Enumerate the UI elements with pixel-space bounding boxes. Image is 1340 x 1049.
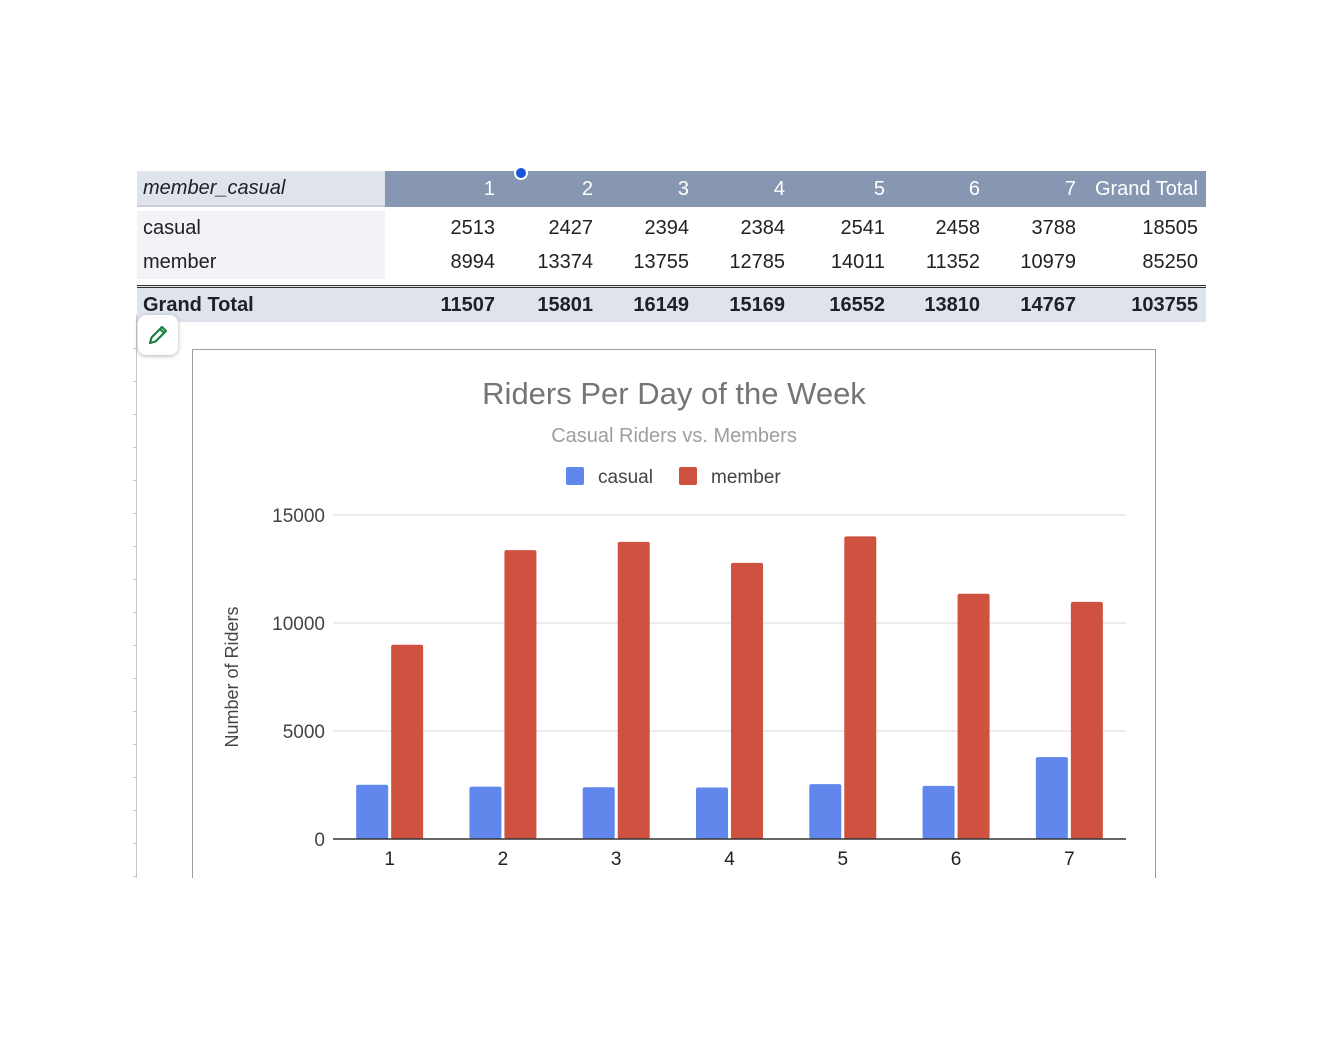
- bar-member-6: [957, 593, 990, 839]
- bar-member-2: [504, 550, 537, 839]
- pivot-row-member: member 8994 13374 13755 12785 14011 11352 10979…: [137, 245, 1206, 279]
- pivot-grand-total-row-cell[interactable]: 14767: [1020, 293, 1076, 316]
- selection-handle[interactable]: [514, 166, 528, 180]
- legend-swatch-member: [679, 467, 697, 485]
- bar-member-1: [391, 644, 424, 839]
- legend-swatch-casual: [566, 467, 584, 485]
- pivot-header-label[interactable]: member_casual: [137, 171, 385, 207]
- legend-label-member: member: [711, 467, 781, 488]
- bar-member-3: [617, 541, 650, 839]
- gutter-tick: [133, 414, 137, 415]
- pivot-row-member-cell[interactable]: 10979: [1020, 250, 1076, 273]
- pivot-row-member-cell[interactable]: 8994: [450, 250, 496, 273]
- pivot-header-cell[interactable]: 4: [773, 177, 785, 200]
- blank-area: [0, 878, 1340, 1049]
- row-gutter: [136, 315, 137, 878]
- chart-subtitle: Casual Riders vs. Members: [551, 425, 797, 447]
- pivot-header-cell[interactable]: 1: [483, 177, 495, 200]
- x-tick-label: 6: [951, 849, 962, 870]
- pivot-row-casual-cell[interactable]: 3788: [1031, 216, 1077, 239]
- chart-container[interactable]: Riders Per Day of the Week Casual Riders …: [192, 349, 1156, 889]
- pivot-header-cell[interactable]: 2: [581, 177, 593, 200]
- gutter-tick: [133, 513, 137, 514]
- gutter-tick: [133, 777, 137, 778]
- x-tick-label: 2: [498, 849, 509, 870]
- pivot-row-casual-cell[interactable]: 2427: [548, 216, 594, 239]
- gutter-tick: [133, 447, 137, 448]
- gutter-tick: [133, 579, 137, 580]
- pivot-header: member_casual 1 2 3 4 5 6 7 Grand Total: [137, 166, 1206, 207]
- pivot-table: member_casual 1 2 3 4 5 6 7 Grand Total casual 251…: [137, 166, 1206, 322]
- bar-casual-5: [809, 784, 842, 839]
- edit-chart-button[interactable]: [138, 315, 178, 355]
- gutter-tick: [133, 711, 137, 712]
- bar-casual-4: [696, 787, 728, 839]
- x-tick-label: 5: [837, 849, 848, 870]
- pivot-row-member-label[interactable]: member: [137, 245, 385, 279]
- y-tick-label: 5000: [283, 722, 325, 743]
- pivot-grand-total-row-cell[interactable]: 103755: [1131, 293, 1198, 316]
- y-tick-label: 0: [314, 830, 325, 851]
- pivot-row-member-cell[interactable]: 12785: [729, 250, 785, 273]
- gutter-tick: [133, 678, 137, 679]
- y-tick-label: 10000: [272, 614, 325, 635]
- pivot-grand-total-row-cell[interactable]: 13810: [924, 293, 980, 316]
- gutter-tick: [133, 612, 137, 613]
- pivot-row-casual: casual 2513 2427 2394 2384 2541 2458 3788 18505: [137, 211, 1206, 245]
- gutter-tick: [133, 810, 137, 811]
- x-tick-label: 3: [611, 849, 622, 870]
- pivot-row-casual-label[interactable]: casual: [137, 211, 385, 245]
- pivot-grand-total-row-cell[interactable]: 16552: [829, 293, 885, 316]
- pivot-grand-total-row-cell[interactable]: 15801: [537, 293, 593, 316]
- bar-chart: Riders Per Day of the Week Casual Riders …: [222, 376, 1126, 870]
- pivot-row-casual-cell[interactable]: 2458: [935, 216, 981, 239]
- gutter-tick: [133, 546, 137, 547]
- pivot-header-cell[interactable]: 5: [873, 177, 885, 200]
- pivot-grand-total-row-cell[interactable]: 15169: [729, 293, 785, 316]
- gutter-tick: [133, 381, 137, 382]
- y-tick-label: 15000: [272, 506, 325, 527]
- gutter-tick: [133, 348, 137, 349]
- bar-casual-7: [1035, 757, 1068, 839]
- pencil-icon: [148, 325, 168, 345]
- gutter-tick: [133, 480, 137, 481]
- pivot-grand-total-row-label[interactable]: Grand Total: [143, 293, 254, 316]
- pivot-grand-total-row-cell[interactable]: 11507: [440, 293, 495, 316]
- pivot-grand-total-row-cell[interactable]: 16149: [633, 293, 689, 316]
- pivot-row-member-cell[interactable]: 85250: [1142, 250, 1198, 273]
- x-tick-label: 4: [724, 849, 735, 870]
- pivot-row-casual-cell[interactable]: 2384: [740, 216, 786, 239]
- y-axis-label: Number of Riders: [222, 606, 242, 747]
- pivot-header-cell[interactable]: 6: [968, 177, 980, 200]
- bar-member-4: [731, 562, 763, 839]
- bar-casual-1: [356, 784, 389, 839]
- legend-label-casual: casual: [598, 467, 653, 488]
- pivot-header-cell[interactable]: 7: [1064, 177, 1076, 200]
- pivot-row-casual-cell[interactable]: 18505: [1142, 216, 1198, 239]
- pivot-row-member-cell[interactable]: 13755: [633, 250, 689, 273]
- pivot-row-casual-cell[interactable]: 2513: [450, 216, 496, 239]
- pivot-header-cell[interactable]: 3: [677, 177, 689, 200]
- bar-casual-3: [582, 787, 615, 839]
- pivot-row-member-cell[interactable]: 11352: [925, 250, 980, 273]
- pivot-row-casual-cell[interactable]: 2541: [840, 216, 886, 239]
- bar-member-7: [1070, 601, 1103, 839]
- gutter-tick: [133, 744, 137, 745]
- gutter-tick: [133, 876, 137, 877]
- pivot-row-casual-cell[interactable]: 2394: [644, 216, 690, 239]
- bar-casual-6: [922, 785, 955, 839]
- bar-member-5: [844, 536, 877, 839]
- bar-casual-2: [469, 786, 502, 839]
- pivot-grand-total-row: Grand Total 11507 15801 16149 15169 16552 1381…: [137, 285, 1206, 322]
- chart-title: Riders Per Day of the Week: [482, 376, 866, 411]
- pivot-row-member-cell[interactable]: 13374: [537, 250, 593, 273]
- pivot-row-member-cell[interactable]: 14011: [830, 250, 885, 273]
- x-tick-label: 7: [1064, 849, 1075, 870]
- pivot-header-cell[interactable]: Grand Total: [1094, 177, 1198, 200]
- gutter-tick: [133, 843, 137, 844]
- x-tick-label: 1: [384, 849, 395, 870]
- gutter-tick: [133, 645, 137, 646]
